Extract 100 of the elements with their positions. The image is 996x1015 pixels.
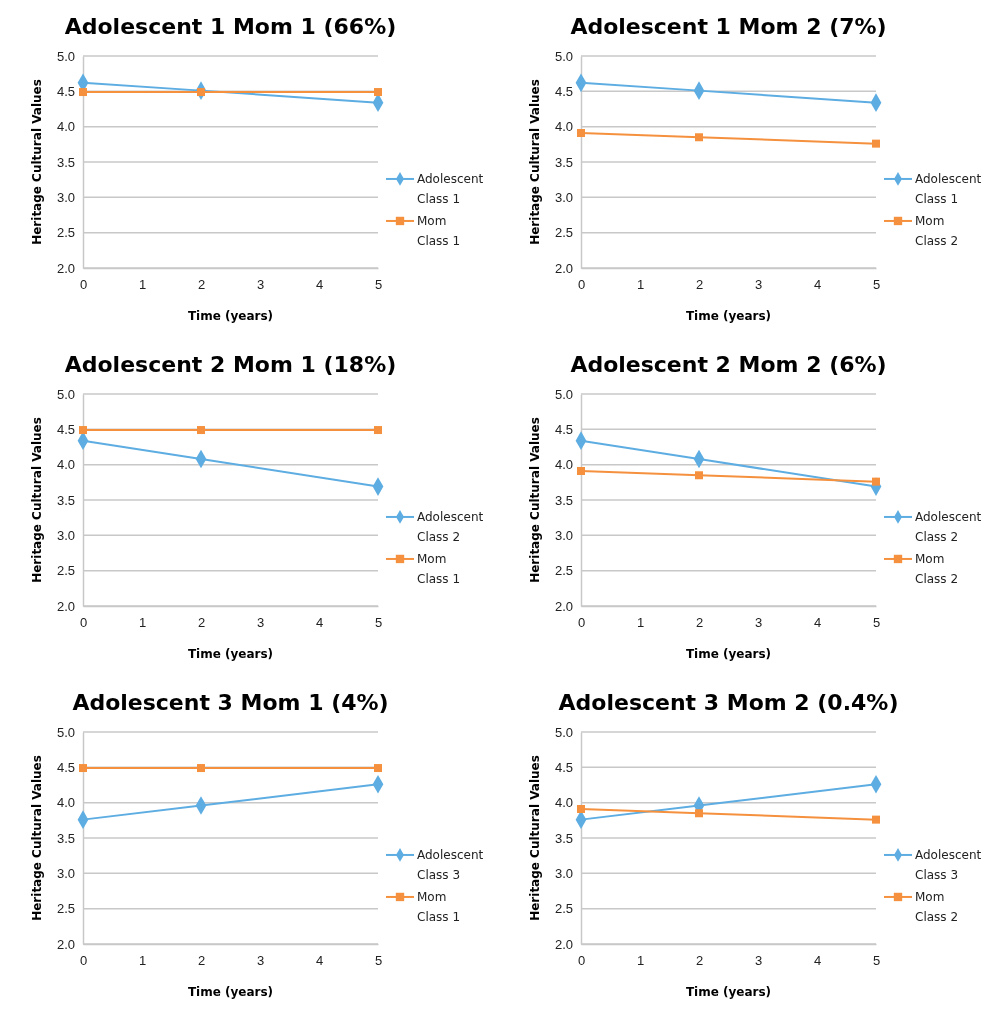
point — [695, 809, 703, 818]
legend-label: Adolescent Class 2 — [915, 509, 982, 544]
x-axis-title: Time (years) — [685, 647, 772, 661]
point — [872, 815, 880, 824]
x-tick-label: 5 — [374, 277, 383, 293]
point — [197, 426, 205, 435]
x-tick-label: 1 — [636, 277, 645, 293]
y-axis-title: Heritage Cultural Values — [528, 755, 542, 921]
y-tick-label: 4.5 — [554, 421, 573, 437]
x-tick-label: 5 — [374, 615, 383, 631]
point — [695, 133, 703, 142]
y-tick-label: 3.0 — [554, 865, 573, 881]
y-tick-label: 2.5 — [554, 225, 573, 241]
x-tick-label: 5 — [872, 615, 881, 631]
y-tick-label: 3.0 — [56, 189, 75, 205]
x-tick-label: 3 — [256, 615, 265, 631]
y-tick-label: 3.5 — [56, 154, 75, 170]
y-tick-label: 5.0 — [554, 386, 573, 402]
point — [577, 805, 585, 814]
y-tick-label: 3.5 — [554, 492, 573, 508]
x-tick-label: 0 — [79, 953, 88, 969]
point — [79, 88, 87, 97]
chart-title: Adolescent 3 Mom 1 (4%) — [72, 690, 389, 715]
legend-label: Mom Class 1 — [417, 551, 461, 586]
x-tick-label: 3 — [256, 953, 265, 969]
legend-label: Adolescent Class 1 — [915, 171, 982, 206]
x-tick-label: 0 — [577, 277, 586, 293]
x-tick-label: 2 — [695, 615, 704, 631]
y-tick-label: 4.0 — [56, 457, 75, 473]
y-tick-label: 5.0 — [56, 724, 75, 740]
chart-title: Adolescent 2 Mom 2 (6%) — [570, 352, 887, 377]
y-tick-label: 3.0 — [56, 865, 75, 881]
y-tick-label: 3.0 — [554, 527, 573, 543]
x-tick-label: 4 — [813, 615, 822, 631]
legend-label: Mom Class 2 — [915, 889, 959, 924]
x-tick-label: 3 — [256, 277, 265, 293]
x-tick-label: 4 — [315, 953, 324, 969]
point — [577, 129, 585, 138]
x-tick-label: 3 — [754, 953, 763, 969]
y-tick-label: 2.5 — [554, 901, 573, 917]
y-tick-label: 2.5 — [56, 901, 75, 917]
y-axis-title: Heritage Cultural Values — [30, 755, 44, 921]
y-tick-label: 3.5 — [554, 154, 573, 170]
point — [374, 88, 382, 97]
y-tick-label: 3.0 — [554, 189, 573, 205]
x-axis-title: Time (years) — [187, 647, 274, 661]
y-axis-title: Heritage Cultural Values — [30, 79, 44, 245]
x-tick-label: 1 — [138, 953, 147, 969]
y-tick-label: 4.0 — [554, 457, 573, 473]
legend-label: Adolescent Class 3 — [417, 847, 484, 882]
y-tick-label: 5.0 — [554, 724, 573, 740]
y-tick-label: 2.0 — [554, 936, 573, 952]
point — [872, 477, 880, 486]
y-tick-label: 3.5 — [56, 492, 75, 508]
y-tick-label: 2.0 — [554, 598, 573, 614]
y-tick-label: 2.0 — [56, 260, 75, 276]
x-tick-label: 5 — [872, 277, 881, 293]
y-tick-label: 4.5 — [554, 83, 573, 99]
y-tick-label: 4.5 — [56, 759, 75, 775]
y-axis-title: Heritage Cultural Values — [528, 417, 542, 583]
x-tick-label: 2 — [197, 277, 206, 293]
y-tick-label: 2.0 — [56, 598, 75, 614]
x-tick-label: 5 — [872, 953, 881, 969]
x-tick-label: 1 — [138, 277, 147, 293]
legend-label: Mom Class 2 — [915, 213, 959, 248]
legend-label: Adolescent Class 1 — [417, 171, 484, 206]
chart-title: Adolescent 1 Mom 2 (7%) — [570, 14, 887, 39]
y-tick-label: 4.5 — [56, 421, 75, 437]
y-tick-label: 3.5 — [56, 830, 75, 846]
y-tick-label: 4.5 — [56, 83, 75, 99]
x-tick-label: 2 — [197, 953, 206, 969]
y-tick-label: 2.5 — [56, 225, 75, 241]
point — [374, 426, 382, 435]
y-tick-label: 2.0 — [56, 936, 75, 952]
point — [695, 471, 703, 480]
y-tick-label: 4.0 — [554, 119, 573, 135]
x-axis-title: Time (years) — [685, 985, 772, 999]
x-tick-label: 3 — [754, 277, 763, 293]
x-tick-label: 1 — [138, 615, 147, 631]
point — [872, 139, 880, 148]
y-tick-label: 5.0 — [56, 386, 75, 402]
point — [79, 426, 87, 435]
x-tick-label: 4 — [813, 277, 822, 293]
x-tick-label: 4 — [315, 277, 324, 293]
y-tick-label: 2.5 — [56, 563, 75, 579]
legend-label: Adolescent Class 3 — [915, 847, 982, 882]
point — [577, 467, 585, 476]
y-tick-label: 4.0 — [56, 795, 75, 811]
x-tick-label: 0 — [577, 953, 586, 969]
chart-title: Adolescent 1 Mom 1 (66%) — [64, 14, 397, 39]
legend-label: Adolescent Class 2 — [417, 509, 484, 544]
x-tick-label: 4 — [813, 953, 822, 969]
legend-label: Mom Class 2 — [915, 551, 959, 586]
x-tick-label: 4 — [315, 615, 324, 631]
point — [79, 764, 87, 773]
x-axis-title: Time (years) — [187, 309, 274, 323]
y-tick-label: 4.5 — [554, 759, 573, 775]
chart-title: Adolescent 2 Mom 1 (18%) — [64, 352, 397, 377]
x-tick-label: 0 — [79, 277, 88, 293]
x-tick-label: 2 — [695, 953, 704, 969]
